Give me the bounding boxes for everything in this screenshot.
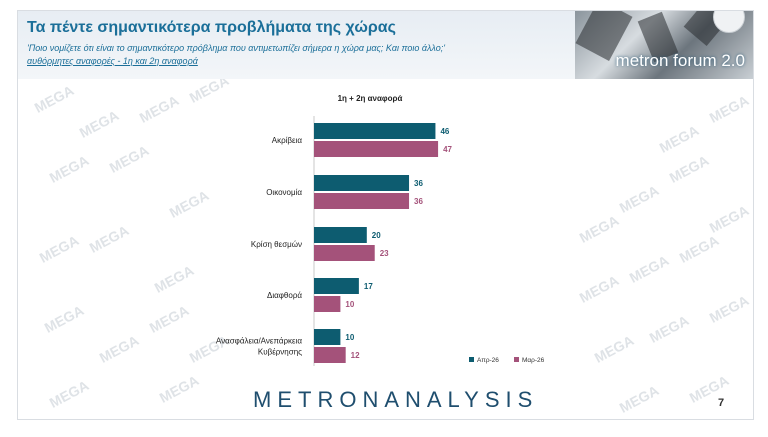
- bar: [314, 245, 375, 261]
- brand-logo: metron forum 2.0: [575, 11, 753, 79]
- chart-title: 1η + 2η αναφορά: [338, 94, 403, 103]
- data-label: 36: [414, 179, 423, 188]
- bar: [314, 329, 341, 345]
- bar: [314, 141, 439, 157]
- data-label: 10: [345, 300, 354, 309]
- bar: [314, 123, 436, 139]
- legend-label: Απρ-26: [477, 357, 499, 364]
- data-label: 46: [440, 127, 449, 136]
- watermark-text: MEGA: [46, 377, 92, 411]
- question-text: 'Ποιο νομίζετε ότι είναι το σημαντικότερ…: [27, 43, 445, 53]
- data-label: 10: [345, 333, 354, 342]
- bar: [314, 193, 410, 209]
- category-label: Ανασφάλεια/Ανεπάρκεια: [216, 337, 302, 346]
- header-band: Τα πέντε σημαντικότερα προβλήματα της χώ…: [18, 11, 753, 79]
- data-label: 47: [443, 145, 452, 154]
- footer-logo: METRONANALYSIS: [253, 387, 539, 412]
- bar: [314, 227, 367, 243]
- question-note: αυθόρμητες αναφορές - 1η και 2η αναφορά: [27, 56, 198, 66]
- page-number: 7: [718, 397, 725, 409]
- data-label: 23: [380, 249, 389, 258]
- watermark-text: MEGA: [616, 382, 662, 416]
- slide: MEGA MEGA MEGA MEGA MEGA MEGA MEGA MEGA MEGA MEGA…: [17, 10, 754, 420]
- category-label: Ακρίβεια: [272, 136, 303, 145]
- bar: [314, 175, 410, 191]
- category-label: Διαφθορά: [267, 291, 302, 300]
- slide-title: Τα πέντε σημαντικότερα προβλήματα της χώ…: [27, 19, 396, 36]
- bar-chart: 1η + 2η αναφορά Ακρίβεια 46 47 Οικονομία 36 36…: [216, 94, 545, 366]
- category-label: Οικονομία: [266, 188, 302, 197]
- bar: [314, 278, 359, 294]
- bar: [314, 347, 346, 363]
- data-label: 17: [364, 282, 373, 291]
- data-label: 36: [414, 197, 423, 206]
- category-label: Κρίση θεσμών: [251, 240, 302, 249]
- category-label: Κυβέρνησης: [258, 348, 302, 357]
- data-label: 20: [372, 231, 381, 240]
- legend-swatch: [469, 357, 474, 362]
- bar: [314, 296, 341, 312]
- legend-label: Μαρ-26: [522, 357, 545, 364]
- brand-wordmark: metron forum 2.0: [615, 51, 745, 70]
- data-label: 12: [351, 351, 360, 360]
- legend-swatch: [514, 357, 519, 362]
